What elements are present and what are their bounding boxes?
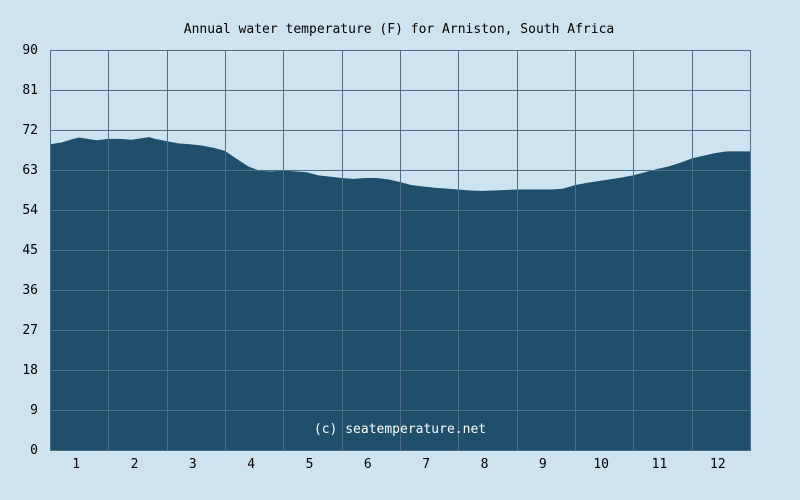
y-tick-label: 45 (22, 243, 38, 258)
x-tick-label: 4 (247, 457, 255, 472)
x-tick-label: 11 (652, 457, 668, 472)
y-tick-label: 81 (22, 83, 38, 98)
y-tick-label: 0 (30, 443, 38, 458)
x-tick-label: 1 (72, 457, 80, 472)
x-tick-label: 5 (306, 457, 314, 472)
y-tick-label: 54 (22, 203, 38, 218)
chart-title: Annual water temperature (F) for Arnisto… (184, 22, 614, 37)
copyright-watermark: (c) seatemperature.net (314, 422, 486, 437)
x-tick-label: 3 (189, 457, 197, 472)
y-tick-label: 72 (22, 123, 38, 138)
x-tick-label: 7 (422, 457, 430, 472)
y-tick-label: 9 (30, 403, 38, 418)
x-tick-label: 8 (481, 457, 489, 472)
y-tick-label: 27 (22, 323, 38, 338)
x-tick-label: 2 (131, 457, 139, 472)
x-axis-tick-labels: 1 2 3 4 5 6 7 8 9 10 11 12 (72, 457, 725, 472)
x-tick-label: 10 (593, 457, 609, 472)
y-axis-tick-labels: 0 9 18 27 36 45 54 63 72 81 90 (22, 43, 38, 458)
x-tick-label: 6 (364, 457, 372, 472)
y-tick-label: 63 (22, 163, 38, 178)
x-tick-label: 9 (539, 457, 547, 472)
y-tick-label: 90 (22, 43, 38, 58)
y-tick-label: 18 (22, 363, 38, 378)
plot-frame (50, 50, 751, 451)
x-tick-label: 12 (710, 457, 726, 472)
grid-lines (50, 50, 750, 450)
y-tick-label: 36 (22, 283, 38, 298)
